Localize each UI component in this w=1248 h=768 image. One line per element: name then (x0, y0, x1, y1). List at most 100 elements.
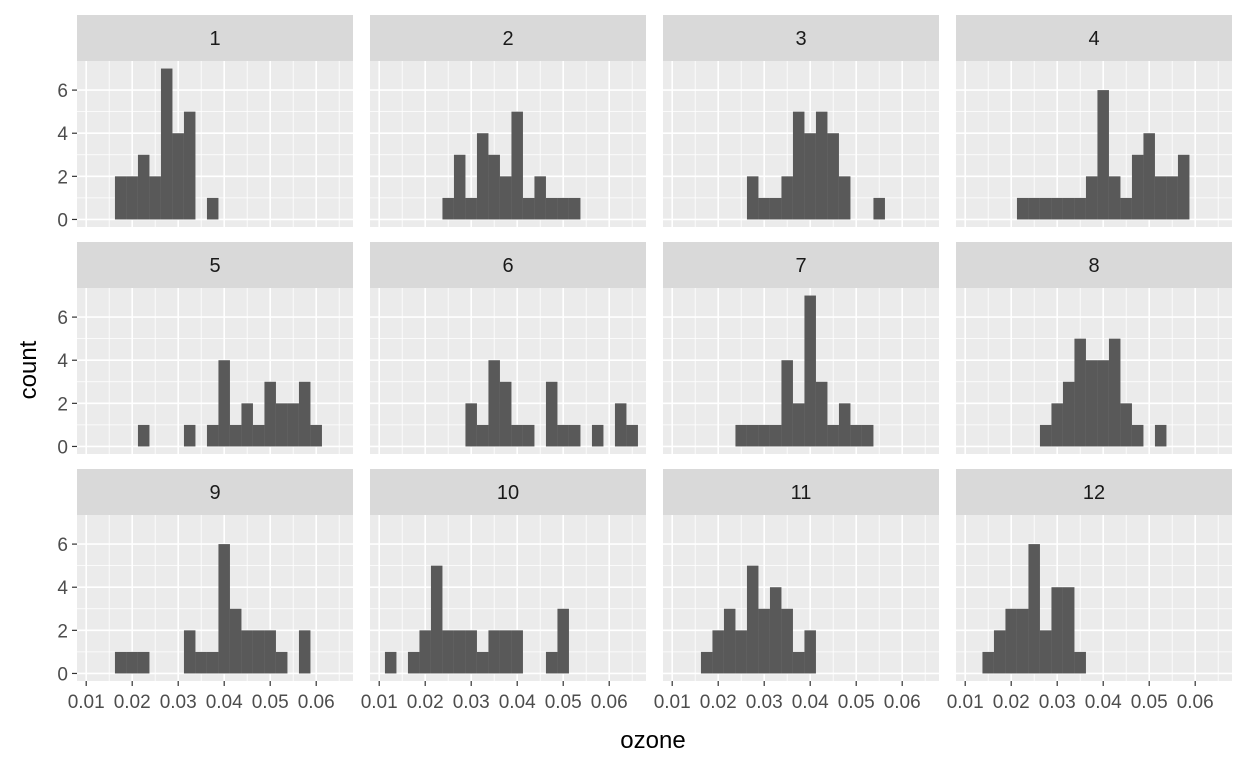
y-tick-label: 4 (57, 124, 68, 145)
histogram-bar (735, 630, 747, 673)
histogram-bar (735, 425, 747, 447)
facet-strip-label: 4 (1088, 28, 1099, 50)
x-tick-label: 0.04 (792, 692, 829, 713)
histogram-bar (770, 198, 782, 220)
histogram-bar (207, 425, 219, 447)
histogram-bar (557, 425, 569, 447)
histogram-bar (1005, 609, 1017, 674)
x-tick-label: 0.06 (1177, 692, 1214, 713)
y-tick-label: 6 (57, 81, 68, 102)
histogram-bar (592, 425, 604, 447)
facet-strip-label: 1 (209, 28, 220, 50)
x-tick-label: 0.06 (298, 692, 335, 713)
x-tick-label: 0.05 (1131, 692, 1168, 713)
histogram-bar (1040, 425, 1052, 447)
histogram-bar (569, 425, 581, 447)
facet-strip-label: 12 (1083, 482, 1105, 504)
x-tick-label: 0.01 (654, 692, 691, 713)
x-tick-label: 0.04 (499, 692, 536, 713)
histogram-bar (477, 133, 489, 219)
histogram-bar (207, 198, 219, 220)
y-tick-label: 6 (57, 308, 68, 329)
histogram-bar (862, 425, 874, 447)
histogram-bar (454, 155, 466, 220)
facet-panel-8: 8 (956, 242, 1232, 454)
histogram-bar (299, 630, 311, 673)
histogram-bar (850, 425, 862, 447)
histogram-bar (1028, 198, 1040, 220)
histogram-bar (385, 652, 397, 674)
histogram-bar (1063, 587, 1075, 673)
histogram-bar (724, 609, 736, 674)
x-tick-label: 0.05 (545, 692, 582, 713)
facet-strip-label: 10 (497, 482, 519, 504)
facet-panel-3: 3 (663, 15, 939, 227)
x-tick-label: 0.06 (884, 692, 921, 713)
histogram-bar (1017, 198, 1028, 220)
facet-panel-9: 9 (77, 469, 353, 681)
histogram-bar (747, 176, 759, 219)
histogram-bar (557, 609, 569, 674)
histogram-bar (534, 176, 546, 219)
facet-strip-label: 6 (502, 255, 513, 277)
histogram-bar (126, 652, 138, 674)
histogram-bar (1051, 403, 1063, 446)
facet-panel-10: 10 (370, 469, 646, 681)
histogram-bar (816, 382, 828, 447)
histogram-bar (477, 425, 489, 447)
facet-strip-label: 9 (209, 482, 220, 504)
histogram-bar (488, 360, 500, 446)
histogram-bar (1155, 176, 1167, 219)
histogram-bar (523, 198, 535, 220)
x-tick-label: 0.05 (838, 692, 875, 713)
histogram-bar (781, 360, 793, 446)
histogram-bar (207, 652, 219, 674)
x-tick-label: 0.02 (114, 692, 151, 713)
facet-panel-7: 7 (663, 242, 939, 454)
histogram-bar (712, 630, 724, 673)
x-tick-label: 0.01 (68, 692, 105, 713)
histogram-bar (1143, 133, 1155, 219)
histogram-bar (138, 425, 150, 447)
histogram-bar (1132, 425, 1144, 447)
histogram-bar (701, 652, 713, 674)
histogram-bar (419, 630, 431, 673)
histogram-bar (477, 652, 489, 674)
histogram-bar (1155, 425, 1167, 447)
x-tick-label: 0.02 (407, 692, 444, 713)
facet-strip-label: 2 (502, 28, 513, 50)
histogram-bar (1063, 198, 1075, 220)
histogram-bar (804, 133, 816, 219)
histogram-bar (615, 403, 627, 446)
histogram-bar (276, 652, 288, 674)
x-tick-label: 0.02 (993, 692, 1030, 713)
histogram-bar (1028, 544, 1040, 673)
histogram-bar (1051, 198, 1063, 220)
histogram-bar (1120, 403, 1132, 446)
y-tick-label: 6 (57, 535, 68, 556)
histogram-bar (793, 652, 805, 674)
histogram-bar (276, 403, 288, 446)
histogram-bar (454, 630, 466, 673)
facet-panel-11: 11 (663, 469, 939, 681)
histogram-bar (982, 652, 994, 674)
histogram-bar (299, 382, 311, 447)
histogram-bar (758, 198, 770, 220)
histogram-bar (500, 382, 512, 447)
histogram-bar (1074, 652, 1086, 674)
y-tick-label: 2 (57, 394, 68, 415)
histogram-bar (1040, 198, 1052, 220)
facet-panel-6: 6 (370, 242, 646, 454)
histogram-bar (218, 360, 230, 446)
histogram-bar (1017, 609, 1028, 674)
x-tick-label: 0.05 (252, 692, 289, 713)
histogram-bar (1040, 630, 1052, 673)
facet-strip-label: 8 (1088, 255, 1099, 277)
histogram-bar (557, 198, 569, 220)
histogram-bar (827, 133, 839, 219)
histogram-bar (230, 425, 242, 447)
histogram-bar (1074, 339, 1086, 447)
histogram-bar (115, 652, 127, 674)
histogram-bar (241, 403, 253, 446)
x-tick-label: 0.01 (361, 692, 398, 713)
